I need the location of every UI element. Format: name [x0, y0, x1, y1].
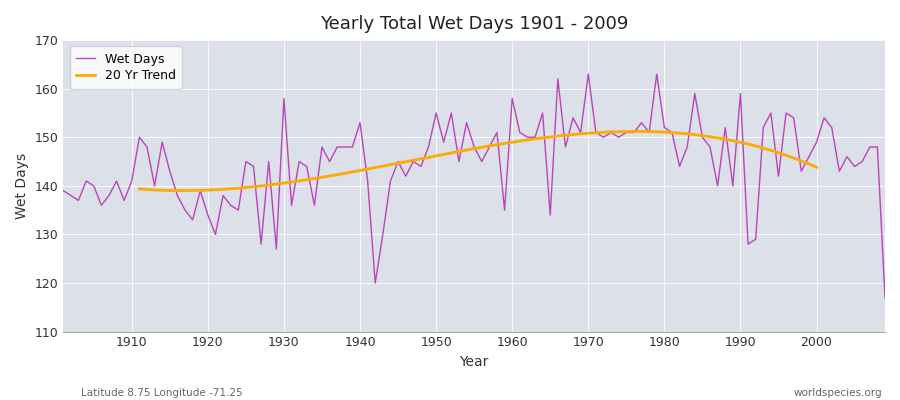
20 Yr Trend — [501, 140, 512, 145]
20 Yr Trend — [797, 159, 808, 164]
20 Yr Trend — [457, 148, 468, 153]
Wet Days — [286, 203, 297, 208]
Wet Days — [606, 130, 616, 135]
20 Yr Trend — [461, 148, 472, 152]
20 Yr Trend — [631, 129, 642, 134]
20 Yr Trend — [811, 165, 822, 170]
20 Yr Trend — [134, 186, 145, 191]
Title: Yearly Total Wet Days 1901 - 2009: Yearly Total Wet Days 1901 - 2009 — [320, 15, 628, 33]
Line: Wet Days: Wet Days — [63, 74, 885, 298]
Y-axis label: Wet Days: Wet Days — [15, 153, 29, 219]
Legend: Wet Days, 20 Yr Trend: Wet Days, 20 Yr Trend — [69, 46, 182, 89]
20 Yr Trend — [177, 188, 188, 193]
Wet Days — [119, 198, 130, 203]
Wet Days — [879, 295, 890, 300]
Wet Days — [332, 144, 343, 149]
Wet Days — [507, 96, 517, 101]
Text: Latitude 8.75 Longitude -71.25: Latitude 8.75 Longitude -71.25 — [81, 388, 243, 398]
Wet Days — [583, 72, 594, 76]
Wet Days — [58, 188, 68, 193]
Line: 20 Yr Trend: 20 Yr Trend — [140, 131, 816, 191]
Wet Days — [500, 208, 510, 212]
Text: worldspecies.org: worldspecies.org — [794, 388, 882, 398]
X-axis label: Year: Year — [460, 355, 489, 369]
20 Yr Trend — [538, 135, 549, 140]
20 Yr Trend — [692, 132, 703, 137]
